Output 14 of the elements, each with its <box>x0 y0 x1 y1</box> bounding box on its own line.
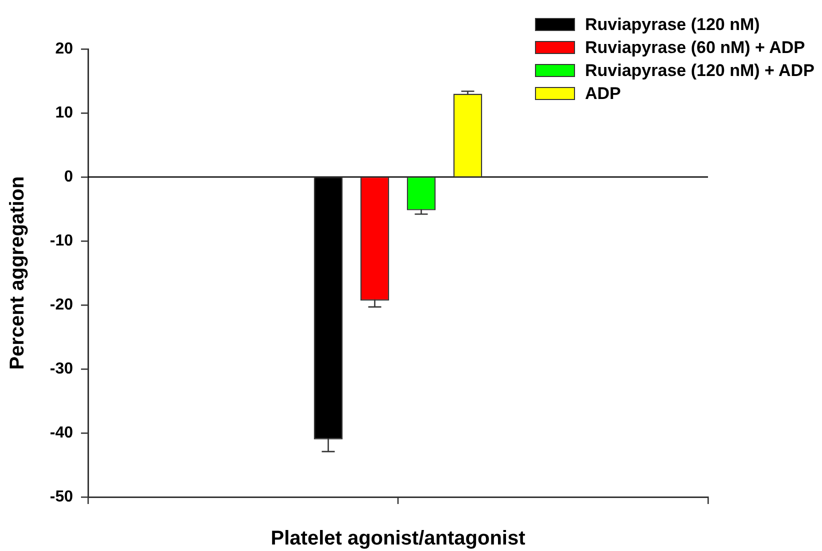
y-tick-label: -20 <box>50 296 74 314</box>
y-tick-label: -10 <box>50 232 74 250</box>
y-tick-label: 0 <box>64 168 74 186</box>
legend-label: ADP <box>585 84 621 104</box>
y-tick-label: -50 <box>50 488 74 506</box>
y-tick-label: 20 <box>55 40 74 58</box>
y-tick-label: -30 <box>50 360 74 378</box>
y-tick-label: 10 <box>55 104 74 122</box>
y-tick-label: -40 <box>50 424 74 442</box>
x-axis-title: Platelet agonist/antagonist <box>270 528 526 550</box>
legend-label: Ruviapyrase (120 nM) + ADP <box>585 60 814 80</box>
legend-label: Ruviapyrase (60 nM) + ADP <box>585 38 805 58</box>
legend-label: Ruviapyrase (120 nM) <box>585 14 760 34</box>
y-axis-title: Percent aggregation <box>6 176 29 370</box>
